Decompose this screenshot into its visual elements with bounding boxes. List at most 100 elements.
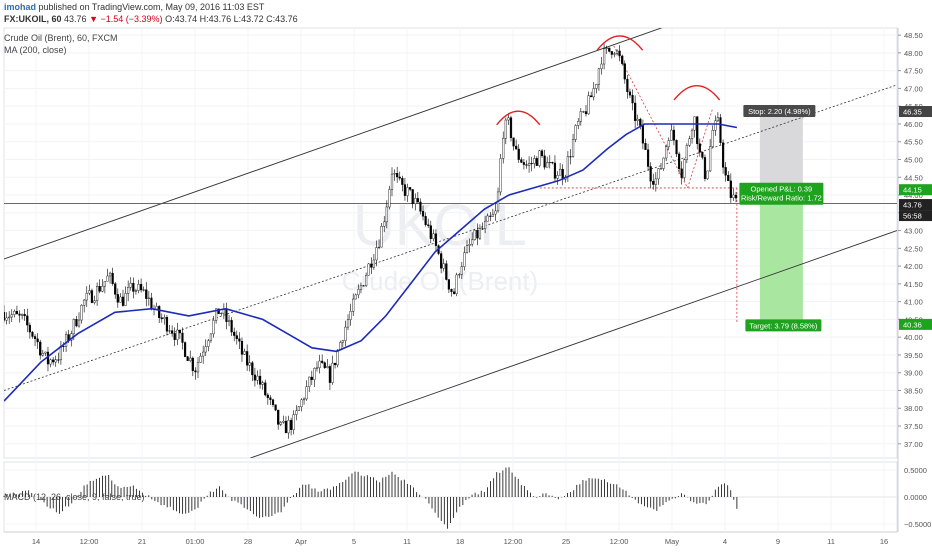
candle-body: [202, 351, 205, 357]
author-link[interactable]: imohad: [4, 2, 37, 12]
candle-body: [54, 359, 57, 363]
candle-body: [240, 341, 244, 355]
time-tick-label: 21: [138, 537, 146, 546]
symbol-header: FX:UKOIL, 60 43.76 ▼ −1.54 (−3.39%) O:43…: [4, 14, 298, 24]
candles-layer: [4, 43, 738, 439]
macd-legend[interactable]: MACD (12, 26, close, 9, false, true): [4, 492, 145, 502]
candle-body: [641, 125, 644, 144]
price-tick-label: 42.50: [904, 244, 923, 253]
entry-price-flag-bg: [899, 184, 932, 196]
candle-body: [295, 410, 298, 415]
candle-body: [559, 168, 562, 176]
candle-body: [287, 420, 290, 434]
instrument-legend[interactable]: Crude Oil (Brent), 60, FXCM: [4, 33, 118, 43]
candle-body: [380, 226, 383, 248]
candle-body: [367, 263, 370, 276]
candle-body: [62, 345, 65, 347]
candle-body: [101, 285, 104, 292]
symbol-label[interactable]: FX:UKOIL, 60: [4, 14, 62, 24]
target-label-bg: [745, 319, 822, 332]
candle-body: [302, 398, 306, 401]
candle-body: [711, 130, 714, 147]
candle-body: [657, 168, 660, 180]
candle-body: [246, 351, 249, 366]
stop-price-flag-bg: [899, 106, 932, 118]
candle-body: [336, 349, 339, 366]
candle-body: [178, 329, 181, 334]
target-price-flag-bg: [899, 318, 932, 330]
candle-body: [137, 284, 140, 291]
candle-body: [365, 274, 368, 286]
candle-body: [28, 324, 31, 333]
candle-body: [486, 215, 489, 222]
candle-body: [517, 148, 520, 160]
candle-body: [393, 173, 396, 175]
candle-body: [77, 319, 81, 327]
candle-body: [696, 116, 699, 144]
price-tick-label: 38.50: [904, 386, 923, 395]
candle-body: [346, 319, 350, 328]
candle-body: [75, 318, 78, 327]
time-tick-label: 11: [403, 537, 411, 546]
time-tick-label: 18: [456, 537, 464, 546]
candle-body: [530, 163, 533, 165]
candle-body: [333, 362, 337, 366]
stop-price-flag: 46.35: [903, 108, 922, 117]
candle-body: [587, 95, 590, 115]
rr-label: Risk/Reward Ratio: 1.72: [741, 194, 822, 203]
candle-body: [354, 294, 357, 300]
candle-body: [452, 291, 456, 294]
candle-body: [277, 409, 280, 425]
head-arc: [596, 35, 644, 51]
candle-body: [734, 194, 738, 199]
time-tick-label: Apr: [295, 537, 307, 546]
candle-body: [698, 143, 701, 153]
candle-body: [227, 320, 231, 322]
candle-body: [388, 189, 391, 208]
candle-body: [680, 168, 683, 178]
candle-body: [458, 274, 461, 276]
candle-body: [114, 283, 117, 295]
candle-body: [574, 125, 577, 140]
target-label: Target: 3.79 (8.58%): [749, 321, 817, 330]
candle-body: [602, 48, 606, 65]
candle-body: [370, 263, 373, 268]
candle-body: [300, 399, 303, 408]
candle-body: [455, 274, 458, 294]
candle-body: [654, 178, 657, 185]
candle-body: [709, 146, 712, 172]
candle-body: [341, 340, 344, 343]
candle-body: [592, 88, 595, 98]
candle-body: [15, 311, 19, 315]
entry-price-flag: 44.15: [903, 186, 922, 195]
candle-body: [403, 184, 407, 196]
candle-body: [527, 163, 531, 166]
price-pane: [3, 27, 898, 459]
candle-body: [414, 198, 417, 204]
pnl-label: Opened P&L: 0.39: [751, 185, 813, 194]
candle-body: [473, 229, 476, 241]
candle-body: [489, 215, 492, 217]
candle-body: [57, 359, 60, 361]
candle-body: [484, 220, 487, 229]
stop-zone: [759, 111, 803, 190]
ma-legend[interactable]: MA (200, close): [4, 45, 67, 55]
candle-body: [238, 338, 241, 342]
candle-body: [59, 345, 63, 361]
stop-label-bg: [743, 105, 816, 118]
price-tick-label: 45.00: [904, 155, 923, 164]
candle-body: [703, 157, 707, 179]
time-tick-label: 01:00: [186, 537, 205, 546]
candle-body: [44, 351, 47, 354]
candle-body: [106, 275, 109, 282]
candle-body: [258, 375, 262, 385]
candle-body: [535, 158, 538, 166]
candle-body: [165, 317, 169, 332]
last-price-text: 43.76: [64, 14, 87, 24]
candle-body: [504, 119, 507, 139]
candle-body: [421, 211, 425, 217]
candle-body: [21, 314, 24, 316]
candle-body: [160, 317, 163, 320]
target-zone: [759, 189, 803, 325]
